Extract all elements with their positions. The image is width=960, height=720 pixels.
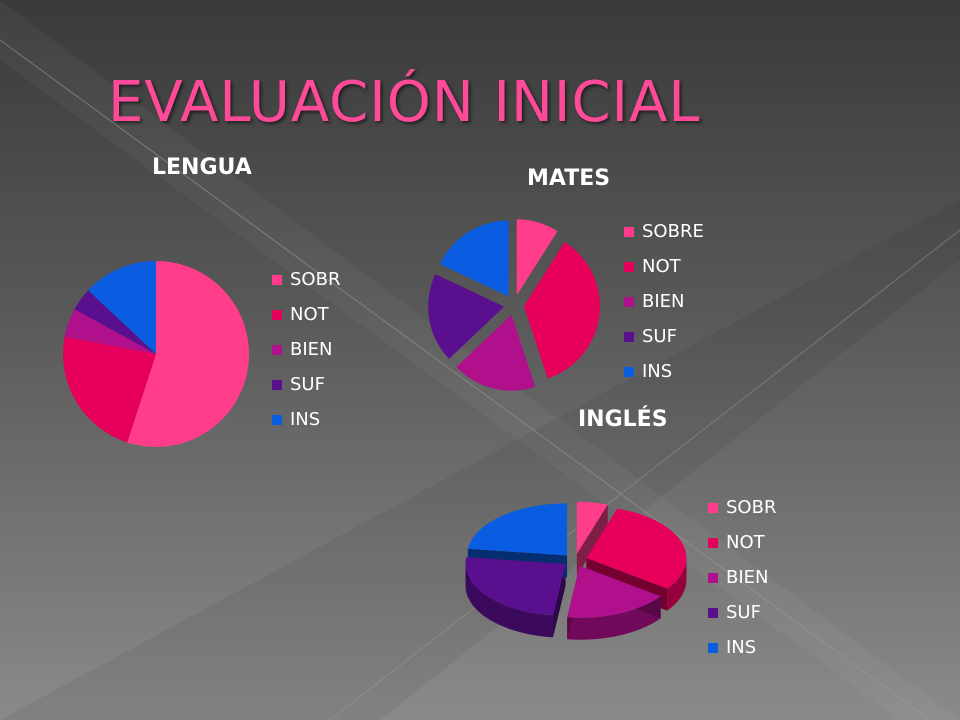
- slice-side-ingles-suf: [465, 564, 553, 638]
- legend-label: BIEN: [726, 567, 769, 588]
- legend-item: INS: [272, 402, 340, 437]
- legend-swatch: [624, 366, 634, 377]
- slice-ingles-bien: [567, 565, 661, 618]
- chart-title-lengua: LENGUA: [152, 155, 252, 180]
- legend-item: NOT: [708, 525, 776, 560]
- legend-swatch: [708, 607, 718, 618]
- slice-lengua-bien: [64, 309, 156, 354]
- legend-mates: SOBRE NOT BIEN SUF INS: [624, 214, 704, 389]
- slice-mates-not: [523, 242, 600, 379]
- legend-swatch: [272, 379, 282, 390]
- legend-ingles: SOBR NOT BIEN SUF INS: [708, 490, 776, 665]
- legend-item: SUF: [272, 367, 340, 402]
- slice-ingles-ins: [467, 503, 568, 556]
- legend-label: SOBR: [290, 269, 341, 290]
- chart-title-mates: MATES: [527, 166, 611, 191]
- legend-item: NOT: [624, 249, 704, 284]
- legend-item: SUF: [708, 595, 776, 630]
- slide-title: EVALUACIÓN INICIAL: [108, 70, 701, 135]
- legend-label: INS: [290, 409, 321, 430]
- legend-swatch: [272, 309, 282, 320]
- legend-swatch: [272, 344, 282, 355]
- slice-edge-ingles-sobr: [576, 504, 608, 576]
- legend-swatch: [272, 274, 282, 285]
- legend-swatch: [624, 331, 634, 342]
- legend-item: NOT: [272, 297, 340, 332]
- legend-swatch: [708, 502, 718, 513]
- legend-item: SOBR: [272, 262, 340, 297]
- slice-mates-ins: [439, 220, 509, 297]
- legend-label: NOT: [726, 532, 765, 553]
- legend-label: INS: [642, 361, 673, 382]
- slice-ingles-sobr: [576, 501, 608, 554]
- legend-item: BIEN: [272, 332, 340, 367]
- legend-label: BIEN: [642, 291, 685, 312]
- slice-mates-suf: [428, 274, 505, 359]
- legend-label: SUF: [726, 602, 761, 623]
- legend-item: BIEN: [624, 284, 704, 319]
- legend-item: INS: [624, 354, 704, 389]
- slice-lengua-not: [63, 336, 156, 443]
- chart-title-ingles: INGLÉS: [578, 407, 668, 432]
- legend-item: SUF: [624, 319, 704, 354]
- slice-mates-bien: [456, 314, 536, 391]
- legend-swatch: [624, 226, 634, 237]
- slice-ingles-suf: [465, 557, 566, 616]
- legend-label: SOBRE: [642, 221, 704, 242]
- slice-lengua-suf: [74, 290, 156, 354]
- slice-lengua-sobr: [127, 261, 250, 448]
- legend-swatch: [708, 642, 718, 653]
- legend-lengua: SOBR NOT BIEN SUF INS: [272, 262, 340, 437]
- legend-swatch: [708, 572, 718, 583]
- legend-item: SOBRE: [624, 214, 704, 249]
- legend-label: SUF: [642, 326, 677, 347]
- slice-lengua-ins: [88, 261, 156, 354]
- slice-side-ingles-bien: [567, 596, 661, 640]
- legend-swatch: [272, 414, 282, 425]
- legend-label: SUF: [290, 374, 325, 395]
- slice-side-ingles-not: [667, 558, 687, 611]
- legend-swatch: [624, 296, 634, 307]
- legend-swatch: [708, 537, 718, 548]
- legend-item: SOBR: [708, 490, 776, 525]
- legend-item: INS: [708, 630, 776, 665]
- legend-swatch: [624, 261, 634, 272]
- legend-label: SOBR: [726, 497, 777, 518]
- legend-label: INS: [726, 637, 757, 658]
- legend-item: BIEN: [708, 560, 776, 595]
- slice-ingles-not: [586, 508, 687, 589]
- legend-label: NOT: [290, 304, 329, 325]
- legend-label: BIEN: [290, 339, 333, 360]
- slice-mates-sobre: [516, 219, 558, 296]
- legend-label: NOT: [642, 256, 681, 277]
